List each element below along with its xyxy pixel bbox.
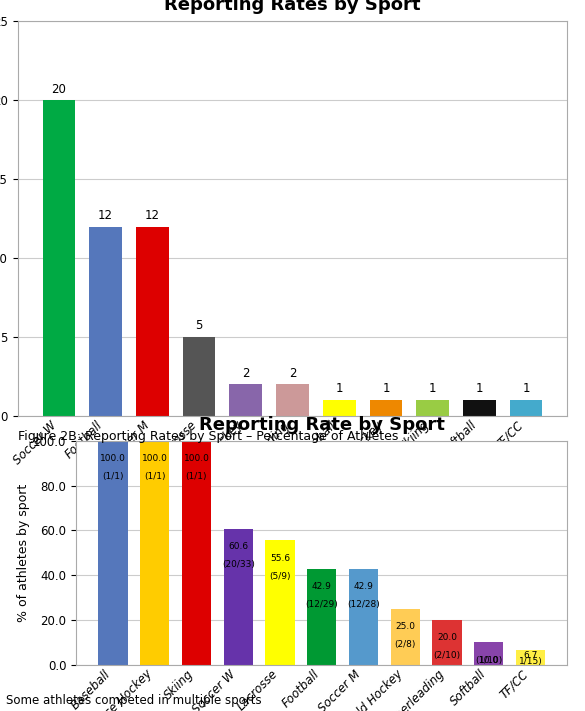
Text: 1: 1 (429, 383, 436, 395)
Bar (391, 609, 420, 665)
Bar (370, 400, 402, 416)
Text: (1/1): (1/1) (186, 472, 207, 481)
Title: Reporting Rate by Sport: Reporting Rate by Sport (199, 416, 445, 434)
Bar (432, 620, 462, 665)
Text: (1/1): (1/1) (102, 472, 124, 481)
Bar (417, 400, 449, 416)
Title: Reporting Rates by Sport: Reporting Rates by Sport (164, 0, 421, 14)
Bar (516, 650, 545, 665)
Bar (229, 385, 262, 416)
Text: 20.0: 20.0 (437, 634, 457, 643)
Bar (182, 441, 211, 665)
Bar (136, 227, 168, 416)
Text: 2: 2 (289, 367, 296, 380)
Text: 1: 1 (335, 383, 343, 395)
Text: 12: 12 (98, 209, 113, 222)
Text: (12/28): (12/28) (347, 600, 380, 609)
Bar (223, 529, 253, 665)
Y-axis label: % of athletes by sport: % of athletes by sport (17, 483, 30, 622)
Text: 6.7: 6.7 (524, 651, 538, 660)
Text: 42.9: 42.9 (312, 582, 332, 591)
Text: 2: 2 (242, 367, 250, 380)
Bar (266, 540, 295, 665)
Bar (307, 569, 336, 665)
Text: 5: 5 (195, 319, 203, 332)
Text: Some athletes competed in multiple sports: Some athletes competed in multiple sport… (6, 695, 261, 707)
Bar (463, 400, 495, 416)
Text: 100.0: 100.0 (184, 454, 209, 464)
Text: 12: 12 (145, 209, 160, 222)
Text: 55.6: 55.6 (270, 554, 290, 562)
Bar (43, 100, 75, 416)
Text: (5/9): (5/9) (269, 572, 291, 581)
Text: 10.0: 10.0 (479, 656, 499, 665)
Text: (1/10): (1/10) (475, 656, 503, 665)
Text: 42.9: 42.9 (353, 582, 373, 591)
Text: 1/15): 1/15) (519, 657, 542, 666)
Text: (2/8): (2/8) (394, 640, 416, 649)
Text: 1: 1 (382, 383, 390, 395)
Text: 20: 20 (51, 82, 66, 95)
Bar (90, 227, 122, 416)
Bar (323, 400, 356, 416)
Bar (140, 441, 170, 665)
Bar (510, 400, 542, 416)
Text: (12/29): (12/29) (305, 600, 338, 609)
Bar (474, 643, 503, 665)
Text: (2/10): (2/10) (433, 651, 460, 661)
Bar (349, 569, 378, 665)
Bar (98, 441, 128, 665)
Text: 100.0: 100.0 (142, 454, 168, 464)
Bar (276, 385, 309, 416)
Text: (20/33): (20/33) (222, 560, 254, 570)
Text: 25.0: 25.0 (395, 622, 415, 631)
Text: 100.0: 100.0 (100, 454, 126, 464)
Text: 60.6: 60.6 (228, 542, 248, 552)
Text: 1: 1 (476, 383, 483, 395)
Text: Figure 2B: Reporting Rates by Sport – Percentage of Athletes: Figure 2B: Reporting Rates by Sport – Pe… (18, 430, 398, 443)
Text: (1/1): (1/1) (144, 472, 166, 481)
Bar (183, 337, 215, 416)
Text: 1: 1 (522, 383, 530, 395)
